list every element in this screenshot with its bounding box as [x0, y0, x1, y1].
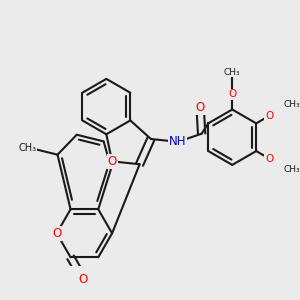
Text: O: O	[265, 154, 274, 164]
Text: CH₃: CH₃	[19, 143, 37, 153]
Text: O: O	[52, 227, 61, 240]
Text: O: O	[265, 111, 274, 121]
Text: O: O	[196, 101, 205, 114]
Text: O: O	[107, 155, 117, 168]
Text: NH: NH	[169, 135, 187, 148]
Text: O: O	[79, 273, 88, 286]
Text: CH₃: CH₃	[283, 165, 300, 174]
Text: O: O	[228, 89, 236, 99]
Text: CH₃: CH₃	[283, 100, 300, 109]
Text: CH₃: CH₃	[224, 68, 241, 77]
